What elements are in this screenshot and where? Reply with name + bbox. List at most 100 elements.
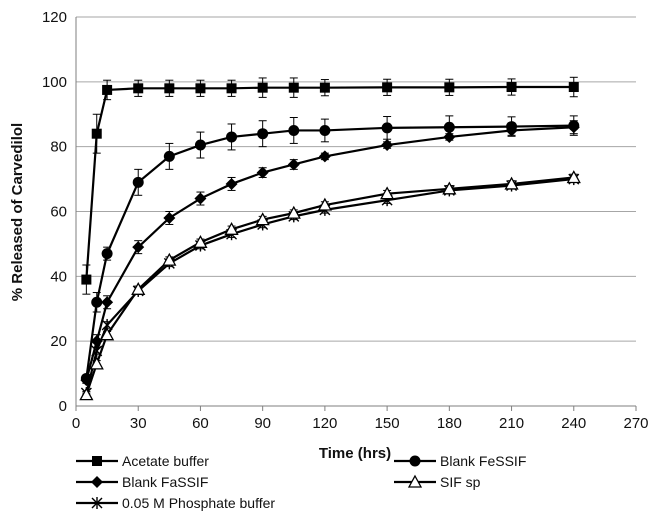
data-point (79, 387, 94, 401)
series-1 (80, 115, 580, 384)
legend-entry-3: SIF sp (394, 474, 481, 490)
data-point (162, 252, 177, 266)
data-point (91, 296, 103, 308)
data-point (194, 192, 207, 205)
data-point (381, 139, 394, 152)
y-axis-label: % Released of Carvedilol (9, 123, 26, 301)
data-point (195, 83, 206, 94)
x-tick-label-60: 60 (192, 415, 209, 432)
x-tick-label-120: 120 (312, 415, 337, 432)
data-point (568, 82, 579, 93)
data-point (504, 176, 519, 190)
x-tick-label-240: 240 (561, 415, 586, 432)
data-point (442, 181, 457, 195)
x-tick-label-150: 150 (375, 415, 400, 432)
series-line (85, 176, 574, 396)
data-point (319, 82, 330, 93)
y-tick-label-120: 120 (42, 9, 67, 26)
y-tick-label-80: 80 (50, 139, 67, 156)
data-point (287, 158, 300, 171)
data-point (163, 211, 176, 224)
legend-marker (91, 476, 103, 488)
data-point (286, 205, 301, 219)
x-tick-label-180: 180 (437, 415, 462, 432)
data-point (163, 150, 175, 162)
data-point (256, 166, 269, 179)
legend-entry-2: Blank FaSSIF (76, 474, 208, 490)
data-point (193, 234, 208, 248)
series-2 (80, 120, 580, 387)
legend-entry-1: Blank FeSSIF (394, 453, 526, 469)
data-point (89, 356, 104, 370)
legend-marker (407, 474, 423, 488)
series-3 (79, 170, 581, 401)
tick-labels: 0 20 40 60 80 100 120 0 30 60 90 120 150 180 210 240 270 (42, 9, 649, 432)
x-tick-label-270: 270 (623, 415, 648, 432)
legend-label: Blank FaSSIF (122, 474, 208, 490)
legend-marker (409, 455, 421, 467)
legend-entry-0: Acetate buffer (76, 453, 209, 469)
series-line (85, 124, 574, 379)
data-point (132, 176, 144, 188)
data-point (381, 122, 393, 134)
series-4 (80, 173, 580, 400)
y-tick-label-100: 100 (42, 74, 67, 91)
data-point (81, 274, 92, 285)
data-point (319, 124, 331, 136)
data-point (566, 170, 581, 184)
data-point (506, 121, 518, 133)
series-group (79, 76, 581, 401)
y-tick-label-20: 20 (50, 333, 67, 350)
series-line (85, 177, 574, 394)
data-point (318, 150, 331, 163)
series-line (85, 85, 574, 280)
data-point (257, 82, 268, 93)
data-point (100, 327, 115, 341)
data-point (506, 82, 517, 93)
legend-label: SIF sp (440, 474, 481, 490)
data-point (101, 296, 114, 309)
data-point (257, 128, 269, 140)
x-axis-label: Time (hrs) (319, 445, 391, 462)
y-tick-label-0: 0 (59, 398, 67, 415)
data-point (102, 84, 113, 95)
data-point (194, 139, 206, 151)
data-point (131, 281, 146, 295)
data-point (288, 82, 299, 93)
data-point (80, 372, 92, 384)
data-point (132, 241, 145, 254)
data-point (255, 212, 270, 226)
data-point (90, 335, 103, 348)
data-point (568, 120, 580, 132)
x-tick-label-30: 30 (130, 415, 147, 432)
y-tick-label-40: 40 (50, 268, 67, 285)
data-point (444, 82, 455, 93)
data-point (164, 83, 175, 94)
legend: Acetate buffer Blank FeSSIF Blank FaSSIF SI… (76, 453, 526, 511)
data-point (133, 83, 144, 94)
data-point (317, 197, 332, 211)
legend-entry-4: 0.05 M Phosphate buffer (76, 495, 275, 511)
x-tick-label-210: 210 (499, 415, 524, 432)
data-point (380, 186, 395, 200)
legend-marker (91, 497, 103, 509)
legend-label: Blank FeSSIF (440, 453, 526, 469)
data-point (382, 82, 393, 93)
data-point (224, 221, 239, 235)
data-point (226, 83, 237, 94)
x-tick-label-90: 90 (254, 415, 271, 432)
legend-label: Acetate buffer (122, 453, 209, 469)
legend-label: 0.05 M Phosphate buffer (122, 495, 275, 511)
axes (75, 17, 637, 411)
series-line (85, 126, 574, 381)
data-point (288, 124, 300, 136)
series-0 (81, 76, 579, 295)
data-point (91, 128, 102, 139)
data-point (443, 121, 455, 133)
data-point (101, 248, 113, 260)
y-tick-label-60: 60 (50, 204, 67, 221)
x-tick-label-0: 0 (72, 415, 80, 432)
legend-marker (92, 456, 102, 466)
data-point (226, 131, 238, 143)
